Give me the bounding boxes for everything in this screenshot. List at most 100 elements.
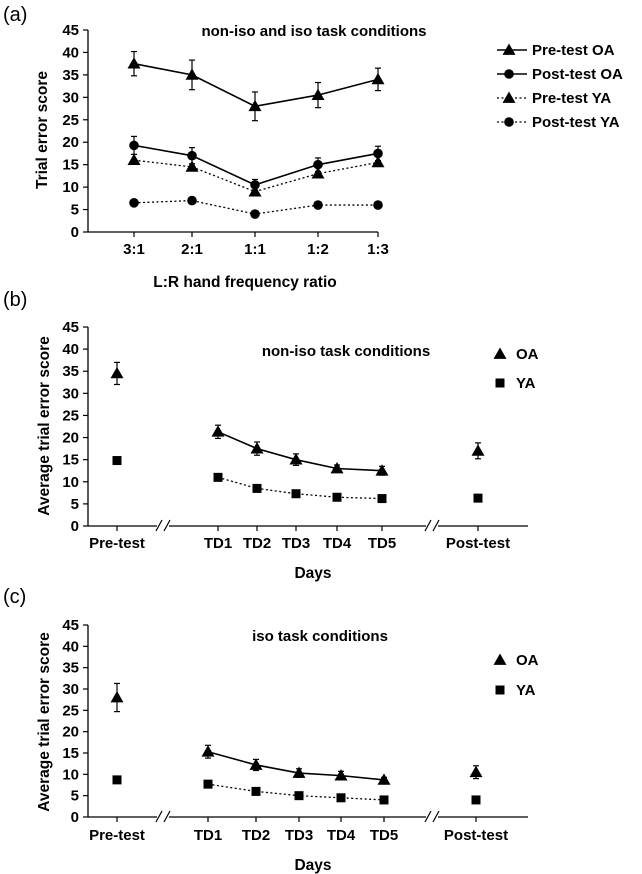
y-axis-label-1: Average trial error score	[36, 336, 53, 516]
y-tick-label-1-5: 25	[62, 407, 79, 424]
y-tick-label-2-4: 20	[62, 724, 79, 741]
panel-letter-0: (a)	[3, 4, 27, 26]
y-tick-label-1-2: 10	[62, 474, 79, 491]
data-point-0-0-0	[127, 57, 141, 69]
chart-title-0: non-iso and iso task conditions	[201, 23, 426, 40]
legend-label-1-0: OA	[516, 346, 539, 363]
data-point-1-0-4	[330, 462, 344, 474]
axis-break-stroke-1-1b	[432, 519, 440, 532]
x-tick-label-1-3: TD3	[282, 535, 310, 552]
legend-marker-0-1	[504, 69, 514, 79]
data-point-1-1-4	[332, 492, 342, 502]
data-point-0-2-2	[248, 185, 262, 197]
y-axis-label-0: Trial error score	[34, 71, 51, 189]
data-point-2-0-4	[334, 769, 348, 781]
x-tick-label-2-3: TD3	[285, 827, 313, 844]
y-tick-label-1-0: 0	[71, 518, 79, 535]
y-tick-label-1-7: 35	[62, 363, 79, 380]
x-tick-label-2-2: TD2	[242, 827, 270, 844]
x-tick-label-1-0: Pre-test	[89, 535, 145, 552]
y-tick-label-2-8: 40	[62, 638, 79, 655]
data-point-0-1-0	[129, 140, 139, 151]
axis-break-stroke-2-0a	[155, 810, 163, 823]
y-tick-label-1-8: 40	[62, 341, 79, 358]
x-tick-label-0-1: 2:1	[181, 241, 203, 258]
data-point-2-0-0	[110, 691, 124, 703]
legend-label-0-2: Pre-test YA	[532, 90, 611, 107]
x-tick-label-2-5: TD5	[370, 827, 398, 844]
y-tick-label-1-4: 20	[62, 430, 79, 447]
data-point-0-0-2	[248, 99, 262, 112]
data-point-1-0-0	[110, 366, 124, 379]
data-point-0-0-1	[185, 68, 199, 80]
axis-break-gap-2-1	[426, 812, 438, 822]
data-point-2-0-5	[377, 773, 391, 785]
x-tick-label-2-0: Pre-test	[89, 827, 145, 844]
x-tick-label-0-0: 3:1	[123, 241, 145, 258]
data-point-2-0-1	[201, 745, 215, 757]
x-axis-label-1: Days	[294, 565, 331, 582]
data-point-1-0-5	[375, 464, 389, 476]
data-point-0-1-3	[313, 159, 323, 170]
y-tick-label-2-7: 35	[62, 660, 79, 677]
data-point-0-2-4	[371, 155, 385, 168]
legend-marker-1-1	[495, 378, 505, 388]
x-tick-label-0-3: 1:2	[307, 241, 329, 258]
data-point-0-1-1	[187, 150, 197, 161]
y-tick-label-0-7: 35	[62, 67, 79, 84]
axis-break-gap-2-0	[157, 812, 169, 822]
legend-marker-0-2	[502, 91, 516, 103]
data-point-0-2-1	[185, 160, 199, 172]
data-point-2-0-3	[292, 766, 306, 778]
data-point-0-1-4	[373, 148, 383, 159]
panel-letter-2: (c)	[3, 586, 26, 608]
data-point-1-1-0	[112, 456, 122, 466]
y-tick-label-0-3: 15	[62, 157, 79, 174]
y-tick-label-2-5: 25	[62, 702, 79, 719]
y-tick-label-0-4: 20	[62, 134, 79, 151]
data-point-0-2-3	[311, 167, 325, 179]
y-axis-label-2: Average trial error score	[36, 632, 53, 812]
y-tick-label-0-1: 5	[71, 202, 79, 219]
legend-marker-2-0	[493, 653, 507, 665]
y-tick-label-0-2: 10	[62, 179, 79, 196]
y-tick-label-0-0: 0	[71, 224, 79, 241]
chart-title-2: iso task conditions	[252, 628, 388, 645]
legend-marker-1-0	[493, 347, 507, 359]
legend-marker-0-3	[504, 117, 514, 127]
axis-break-stroke-2-1b	[432, 810, 440, 823]
data-point-0-3-3	[313, 200, 323, 210]
axis-break-stroke-2-1a	[424, 810, 432, 823]
x-tick-label-1-5: TD5	[368, 535, 396, 552]
data-point-0-3-2	[250, 209, 260, 219]
legend-label-2-0: OA	[516, 652, 539, 669]
data-point-0-0-4	[371, 72, 385, 85]
data-point-2-0-2	[249, 758, 263, 770]
series-line-1-1-0	[217, 476, 383, 500]
chart-title-1: non-iso task conditions	[262, 343, 430, 360]
legend-label-2-1: YA	[516, 682, 536, 699]
x-tick-label-2-1: TD1	[194, 827, 222, 844]
legend-marker-0-0	[502, 43, 516, 55]
y-tick-label-2-3: 15	[62, 745, 79, 762]
y-tick-label-0-8: 40	[62, 44, 79, 61]
x-tick-label-2-6: Post-test	[444, 827, 508, 844]
data-point-2-1-3	[294, 791, 304, 801]
legend-label-0-1: Post-test OA	[532, 66, 623, 83]
y-tick-label-2-6: 30	[62, 681, 79, 698]
data-point-2-1-2	[251, 786, 261, 796]
y-tick-label-2-0: 0	[71, 809, 79, 826]
data-point-2-1-6	[471, 795, 481, 805]
axis-break-stroke-1-0b	[163, 519, 171, 532]
series-line-1-0-0	[217, 431, 383, 472]
data-point-2-0-6	[469, 765, 483, 778]
data-point-0-3-1	[187, 195, 197, 206]
axis-break-gap-1-0	[157, 521, 169, 531]
x-tick-label-1-2: TD2	[243, 535, 271, 552]
data-point-1-1-3	[291, 489, 301, 499]
series-line-0-0	[133, 62, 379, 108]
x-axis-label-2: Days	[294, 857, 331, 874]
axis-break-stroke-1-1a	[424, 519, 432, 532]
data-point-1-0-6	[471, 444, 485, 456]
